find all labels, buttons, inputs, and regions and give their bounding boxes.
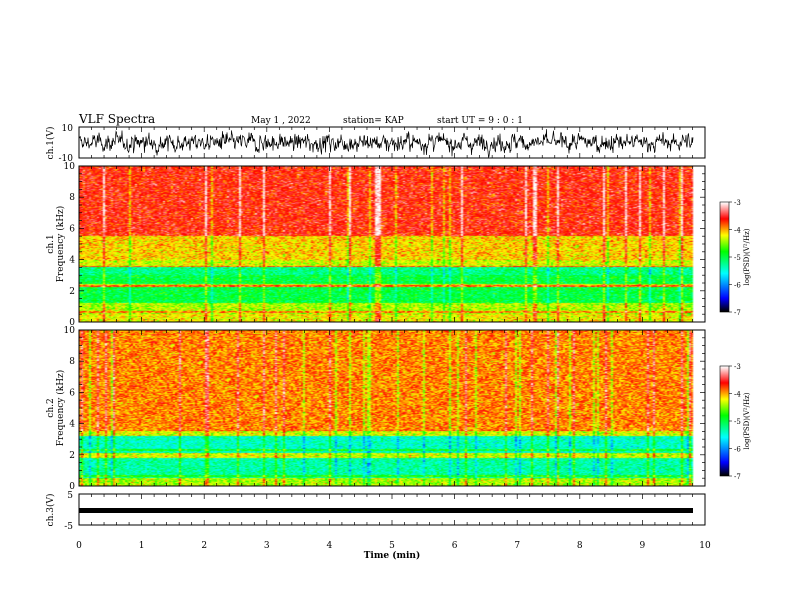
ch1-ytick-bottom: -10 [59, 154, 74, 164]
ch1-waveform-panel: 10 -10 ch.1(V) [45, 124, 706, 164]
colorbar-tick-label: -4 [734, 227, 741, 235]
colorbar-tick-label: -3 [734, 363, 741, 371]
ch2-colorbar-label: log(PSD)(V²/Hz) [743, 392, 751, 449]
time-axis-tick-label: 10 [699, 541, 711, 551]
ch2-spectrogram-ylabel-frequency: Frequency (kHz) [55, 370, 66, 447]
colorbar-tick-label: -6 [734, 446, 741, 454]
time-axis-tick-label: 3 [264, 541, 270, 551]
time-axis-tick-labels: 0 1 2 3 4 5 6 7 8 9 10 [76, 541, 711, 551]
ch1-ytick-top: 10 [62, 124, 74, 134]
ch1-waveform-ylabel: ch.1(V) [45, 127, 56, 160]
time-axis-tick-label: 9 [640, 541, 646, 551]
station-label: station= KAP [343, 116, 404, 126]
ch1-waveform-ticks [78, 127, 706, 158]
colorbar-tick-label: -5 [734, 254, 741, 262]
ch1-colorbar-ticks: -3 -4 -5 -6 -7 [729, 199, 741, 317]
ch1-spectrogram-panel: 0 2 4 6 8 10 ch.1 Frequency (kHz) [46, 162, 706, 328]
colorbar-tick-label: -3 [734, 199, 741, 207]
colorbar-tick-label: -7 [734, 309, 741, 317]
time-axis-tick-label: 2 [201, 541, 207, 551]
ch1-spec-ytick-label: 6 [69, 224, 75, 234]
time-axis-tick-label: 6 [452, 541, 458, 551]
ch3-ytick-top: 5 [67, 491, 73, 501]
ch3-waveform-line [79, 508, 693, 513]
ch2-colorbar-ticks: -3 -4 -5 -6 -7 [729, 363, 741, 481]
ch2-colorbar: -3 -4 -5 -6 -7 log(PSD)(V²/Hz) [719, 363, 751, 481]
ch2-spec-ytick-label: 8 [69, 357, 75, 367]
ch1-spec-ytick-label: 4 [69, 256, 75, 266]
ch1-spec-ytick-label: 0 [69, 318, 75, 328]
ch2-spectrogram-ylabel-channel: ch.2 [46, 398, 56, 417]
ch2-spec-ytick-label: 0 [69, 482, 75, 492]
ch2-spectrogram-ticks: 0 2 4 6 8 10 [64, 326, 706, 492]
time-axis-tick-label: 4 [327, 541, 333, 551]
ch1-spectrogram-ylabel-channel: ch.1 [46, 234, 56, 253]
time-axis-tick-label: 1 [139, 541, 145, 551]
ch1-spectrogram-image [79, 166, 705, 322]
ch1-colorbar-label: log(PSD)(V²/Hz) [743, 228, 751, 285]
figure-title: VLF Spectra [78, 112, 155, 126]
time-axis-label: Time (min) [364, 550, 421, 561]
ch2-colorbar-gradient [720, 366, 729, 476]
ch1-spec-ytick-label: 8 [69, 193, 75, 203]
ch2-spec-ytick-label: 4 [69, 420, 75, 430]
ch2-spec-ytick-label: 2 [69, 451, 75, 461]
colorbar-tick-label: -7 [734, 473, 741, 481]
time-axis-tick-label: 0 [76, 541, 82, 551]
ch1-colorbar: -3 -4 -5 -6 -7 log(PSD)(V²/Hz) [719, 199, 751, 317]
ch3-ytick-bottom: -5 [64, 522, 73, 532]
ch1-spectrogram-ylabel-frequency: Frequency (kHz) [55, 206, 66, 283]
ch1-spectrogram-ticks: 0 2 4 6 8 10 [64, 162, 706, 328]
colorbar-tick-label: -4 [734, 391, 741, 399]
colorbar-tick-label: -6 [734, 282, 741, 290]
ch1-spec-ytick-label: 2 [69, 287, 75, 297]
ch2-spec-ytick-label: 10 [64, 326, 76, 336]
ch3-waveform-panel: 5 -5 ch.3(V) 0 1 2 3 4 5 6 7 8 9 10 Time (min) [45, 491, 711, 561]
ch1-spec-ytick-label: 10 [64, 162, 76, 172]
ch1-colorbar-gradient [720, 202, 729, 312]
date-label: May 1 , 2022 [251, 116, 311, 126]
ch3-waveform-ticks [78, 494, 706, 525]
time-axis-tick-label: 8 [577, 541, 583, 551]
time-axis-tick-label: 5 [389, 541, 395, 551]
ch2-spectrogram-panel: 0 2 4 6 8 10 ch.2 Frequency (kHz) [46, 326, 706, 492]
start-time-label: start UT = 9 : 0 : 1 [437, 116, 523, 126]
ch3-waveform-ylabel: ch.3(V) [45, 494, 56, 527]
ch2-spec-ytick-label: 6 [69, 388, 75, 398]
time-axis-tick-label: 7 [514, 541, 520, 551]
ch1-waveform-line [78, 129, 694, 159]
ch2-spectrogram-image [79, 330, 705, 486]
colorbar-tick-label: -5 [734, 418, 741, 426]
